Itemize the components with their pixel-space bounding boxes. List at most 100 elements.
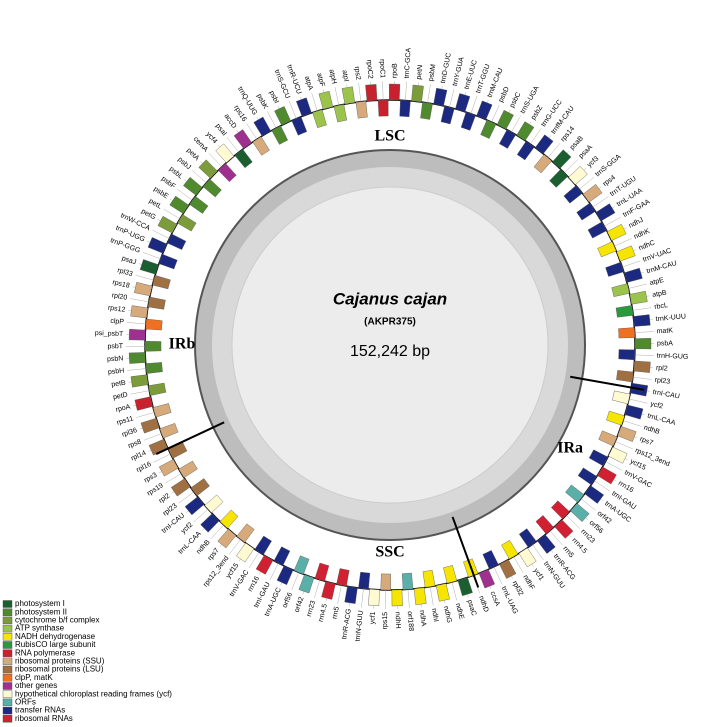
gene-label: rrn4.5 bbox=[318, 603, 329, 623]
gene-leader bbox=[193, 508, 209, 522]
gene-leader bbox=[127, 368, 147, 371]
gene-block bbox=[147, 237, 168, 254]
gene-leader bbox=[489, 586, 492, 590]
gene-label: psbD bbox=[498, 86, 511, 104]
gene-leader bbox=[334, 86, 340, 106]
gene-block bbox=[534, 134, 554, 155]
gene-block bbox=[254, 535, 272, 555]
legend-label: ribosomal proteins (LSU) bbox=[15, 665, 104, 674]
gene-leader bbox=[157, 219, 161, 222]
legend-swatch bbox=[2, 616, 13, 625]
gene-block bbox=[413, 587, 427, 605]
gene-leader bbox=[628, 398, 648, 404]
gene-leader bbox=[208, 152, 222, 167]
gene-label: ndhA bbox=[418, 610, 427, 627]
gene-block bbox=[253, 116, 272, 137]
gene-label: trnK-UUU bbox=[655, 313, 686, 323]
gene-block bbox=[380, 573, 391, 591]
gene-label: trnM-CAU bbox=[646, 260, 678, 275]
gene-block bbox=[551, 500, 570, 520]
gene-leader bbox=[405, 81, 407, 101]
gene-block bbox=[457, 577, 473, 597]
gene-leader bbox=[634, 354, 654, 356]
gene-label: psbZ bbox=[530, 104, 545, 122]
gene-block bbox=[293, 555, 310, 575]
region-boundary bbox=[451, 516, 480, 588]
legend-label: RubisCO large subunit bbox=[15, 640, 96, 649]
gene-label: psbA bbox=[657, 340, 673, 347]
gene-label: psbM bbox=[428, 64, 438, 82]
gene-leader bbox=[444, 600, 446, 604]
gene-leader bbox=[142, 252, 161, 260]
gene-block bbox=[518, 528, 537, 548]
gene-block bbox=[618, 327, 636, 339]
region-boundary bbox=[155, 421, 225, 455]
gene-leader bbox=[133, 405, 137, 407]
gene-label: clpP bbox=[110, 318, 124, 326]
gene-leader bbox=[583, 168, 587, 171]
gene-leader bbox=[531, 563, 534, 567]
legend-swatch bbox=[2, 641, 13, 649]
gene-leader bbox=[159, 471, 162, 474]
gene-leader bbox=[565, 515, 580, 529]
gene-block bbox=[296, 97, 312, 117]
gene-leader bbox=[530, 128, 542, 145]
genome-size: 152,242 bp bbox=[350, 343, 430, 360]
gene-label: rpl33 bbox=[116, 267, 133, 278]
gene-block bbox=[159, 423, 179, 439]
gene-label: ccsA bbox=[489, 591, 501, 608]
legend-swatch bbox=[2, 600, 13, 608]
gene-block bbox=[565, 484, 585, 503]
gene-label: trnY-GUA bbox=[452, 56, 466, 87]
gene-block bbox=[597, 466, 617, 485]
gene-leader bbox=[382, 81, 384, 101]
gene-block bbox=[499, 129, 516, 149]
legend-swatch bbox=[2, 624, 13, 633]
gene-leader bbox=[148, 450, 152, 452]
gene-block bbox=[170, 478, 191, 497]
gene-block bbox=[420, 101, 433, 120]
gene-leader bbox=[634, 436, 638, 438]
gene-label: trnL-CAA bbox=[646, 413, 676, 427]
gene-label: petN bbox=[416, 65, 425, 80]
legend-swatch bbox=[2, 715, 13, 723]
gene-label: rps18 bbox=[112, 279, 131, 290]
gene-label: psbT bbox=[107, 343, 123, 350]
gene-label: ndhG bbox=[442, 605, 452, 623]
gene-label: orf42 bbox=[294, 596, 306, 613]
gene-leader bbox=[511, 115, 521, 133]
gene-leader bbox=[566, 150, 570, 154]
gene-leader bbox=[176, 188, 193, 201]
gene-leader bbox=[323, 89, 325, 93]
gene-block bbox=[140, 417, 160, 434]
legend-swatch bbox=[2, 690, 13, 698]
gene-block bbox=[616, 370, 634, 383]
gene-leader bbox=[632, 376, 652, 380]
gene-leader bbox=[640, 272, 644, 274]
gene-block bbox=[333, 104, 348, 123]
gene-leader bbox=[269, 563, 279, 581]
gene-leader bbox=[300, 96, 302, 100]
gene-block bbox=[499, 559, 517, 579]
legend-label: clpP, matK bbox=[15, 673, 53, 682]
gene-leader bbox=[170, 198, 173, 201]
gene-block bbox=[606, 223, 627, 241]
gene-label: trnS-GGA bbox=[594, 153, 622, 178]
legend-swatch bbox=[2, 698, 13, 707]
legend-label: ribosomal proteins (SSU) bbox=[15, 657, 105, 666]
gene-block bbox=[611, 283, 630, 297]
gene-label: rpoA bbox=[115, 403, 131, 413]
gene-label: ndhC bbox=[638, 240, 656, 253]
gene-leader bbox=[246, 123, 258, 140]
gene-leader bbox=[550, 550, 554, 553]
gene-block bbox=[321, 581, 336, 600]
gene-block bbox=[274, 106, 291, 126]
gene-leader bbox=[165, 473, 182, 484]
gene-leader bbox=[427, 84, 431, 103]
legend-swatch bbox=[2, 665, 13, 674]
gene-block bbox=[145, 362, 163, 374]
gene-leader bbox=[467, 594, 469, 598]
gene-block bbox=[178, 460, 198, 478]
gene-block bbox=[157, 215, 178, 234]
organism-title: Cajanus cajan bbox=[333, 289, 447, 308]
